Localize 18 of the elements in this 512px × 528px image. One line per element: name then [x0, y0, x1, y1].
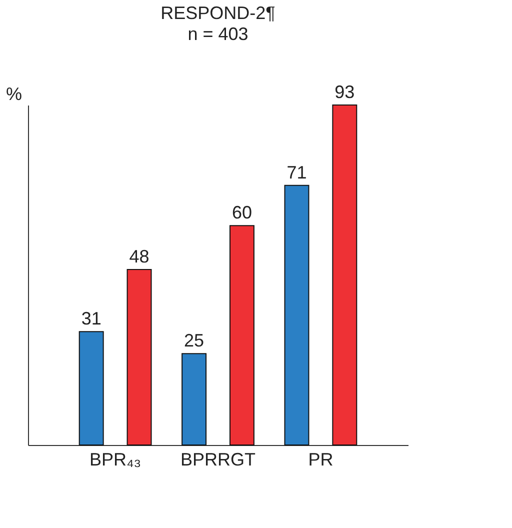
chart-subtitle: n = 403	[188, 24, 248, 44]
bar	[284, 184, 310, 446]
bar	[126, 269, 152, 446]
data-label: 93	[334, 82, 355, 102]
x-tick-label: PR	[308, 450, 334, 470]
bar	[78, 331, 104, 446]
data-label: 25	[184, 330, 204, 351]
bar	[332, 104, 358, 446]
bar	[182, 353, 207, 446]
x-tick-label: BPRRGT	[180, 450, 256, 470]
x-tick-label: BPR₄₃	[89, 450, 142, 470]
chart-title: RESPOND-2¶	[160, 3, 276, 23]
data-label: 60	[232, 202, 252, 223]
data-label: 48	[129, 246, 150, 267]
y-axis-title: %	[6, 84, 22, 104]
data-label: 31	[81, 308, 102, 329]
data-label: 71	[286, 162, 307, 182]
bar	[229, 225, 254, 446]
